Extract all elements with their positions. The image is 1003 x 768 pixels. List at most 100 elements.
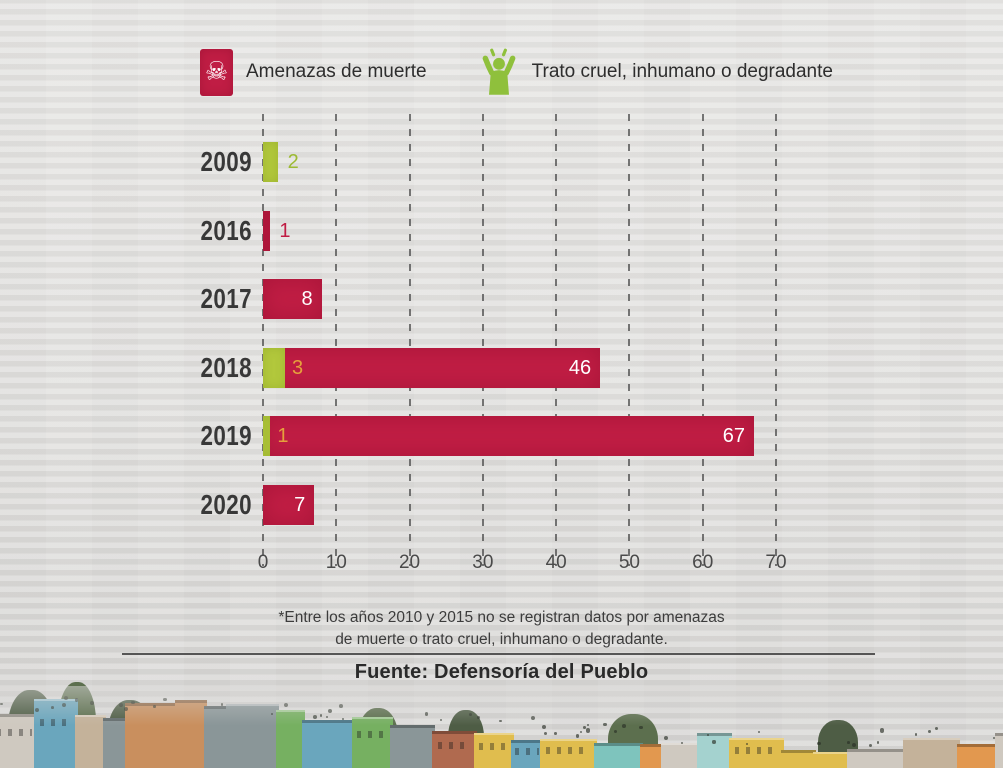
gridline (701, 114, 704, 566)
house (956, 743, 999, 768)
bar-trato-2009 (263, 142, 278, 182)
bar-amenazas-2018 (263, 347, 601, 388)
skull-crossbones-icon: ☠ (200, 48, 233, 96)
x-axis-tick-20: 20 (398, 552, 421, 573)
bar-trato-2018 (263, 347, 285, 388)
house (812, 752, 850, 768)
year-label-2020: 2020 (200, 488, 252, 520)
year-label-2009: 2009 (200, 146, 252, 177)
speck (542, 724, 547, 729)
x-axis-tick-30: 30 (472, 552, 494, 573)
house (995, 732, 1003, 768)
speck (312, 714, 317, 719)
year-label-2019: 2019 (200, 420, 252, 451)
speck (879, 728, 885, 733)
house (660, 743, 701, 768)
house (594, 742, 643, 768)
house (781, 750, 816, 768)
value-label-amenazas-2017: 8 (301, 288, 313, 310)
house (276, 710, 306, 768)
gridline (775, 114, 777, 566)
house-windows (546, 747, 591, 755)
speck (847, 740, 851, 744)
house (639, 744, 664, 768)
gridline (335, 114, 338, 566)
speck (583, 726, 587, 730)
speck (163, 697, 167, 702)
speck (131, 700, 135, 705)
speck (586, 728, 591, 733)
speck (0, 702, 3, 705)
bar-amenazas-2020 (263, 484, 315, 525)
speck (64, 695, 68, 700)
source-credit: Fuente: Defensoría del Pueblo (354, 661, 649, 683)
value-label-amenazas-2020: 7 (294, 493, 306, 516)
speck (639, 725, 643, 730)
person-arms-raised-icon (482, 48, 515, 95)
speck (575, 734, 579, 738)
speck (319, 714, 323, 717)
speck (993, 737, 996, 740)
house (74, 715, 107, 768)
house (34, 699, 78, 768)
house-windows (39, 718, 73, 726)
speck (663, 736, 668, 741)
house (903, 737, 960, 768)
speck (283, 702, 288, 707)
speck (35, 707, 40, 713)
house (351, 717, 393, 768)
bar-trato-2019 (263, 416, 271, 456)
speck (554, 732, 557, 735)
house (0, 713, 38, 768)
speck (587, 723, 590, 726)
speck (530, 716, 535, 721)
x-axis-tick-70: 70 (765, 552, 787, 573)
year-label-2018: 2018 (200, 351, 252, 383)
x-axis-tick-60: 60 (692, 552, 714, 573)
speck (424, 711, 429, 716)
footnote-line-2: de muerte o trato cruel, inhumano o degr… (335, 631, 668, 648)
speck (934, 727, 938, 731)
bar-amenazas-2016 (263, 210, 271, 251)
speck (123, 706, 128, 711)
speck (817, 741, 821, 746)
footnote: *Entre los años 2010 y 2015 no se regist… (0, 607, 1003, 651)
house (225, 703, 280, 768)
speck (220, 703, 224, 706)
gridline (628, 114, 631, 566)
speck (745, 743, 749, 746)
speck (868, 743, 872, 748)
house (203, 705, 229, 768)
house (697, 733, 732, 768)
house (125, 702, 179, 768)
speck (90, 701, 94, 706)
legend: ☠ Amenazas de muerte Trato cruel, inh (200, 48, 833, 96)
speck (270, 713, 273, 716)
value-label-amenazas-2018: 46 (568, 356, 592, 379)
house (511, 739, 543, 768)
house-windows (478, 742, 510, 750)
bar-amenazas-2017 (263, 279, 322, 319)
speck (61, 702, 67, 708)
speck (851, 743, 856, 748)
value-label-trato-2019: 1 (277, 425, 289, 447)
x-axis-tick-10: 10 (325, 552, 347, 573)
speck (74, 698, 78, 702)
year-label-2017: 2017 (200, 283, 252, 314)
speck (603, 722, 607, 727)
gridline (481, 114, 484, 566)
house (389, 725, 436, 768)
gridline (262, 114, 264, 566)
x-axis-tick-50: 50 (618, 552, 640, 573)
value-label-trato-2009: 2 (287, 151, 299, 173)
value-label-amenazas-2016: 1 (279, 219, 291, 242)
house (539, 738, 598, 768)
speck (338, 703, 343, 708)
bar-amenazas-2019 (263, 416, 754, 456)
value-label-trato-2018: 3 (291, 356, 304, 379)
speck (51, 705, 54, 709)
house (302, 720, 355, 768)
speck (758, 730, 761, 733)
speck (153, 705, 156, 708)
house-windows (0, 728, 33, 736)
